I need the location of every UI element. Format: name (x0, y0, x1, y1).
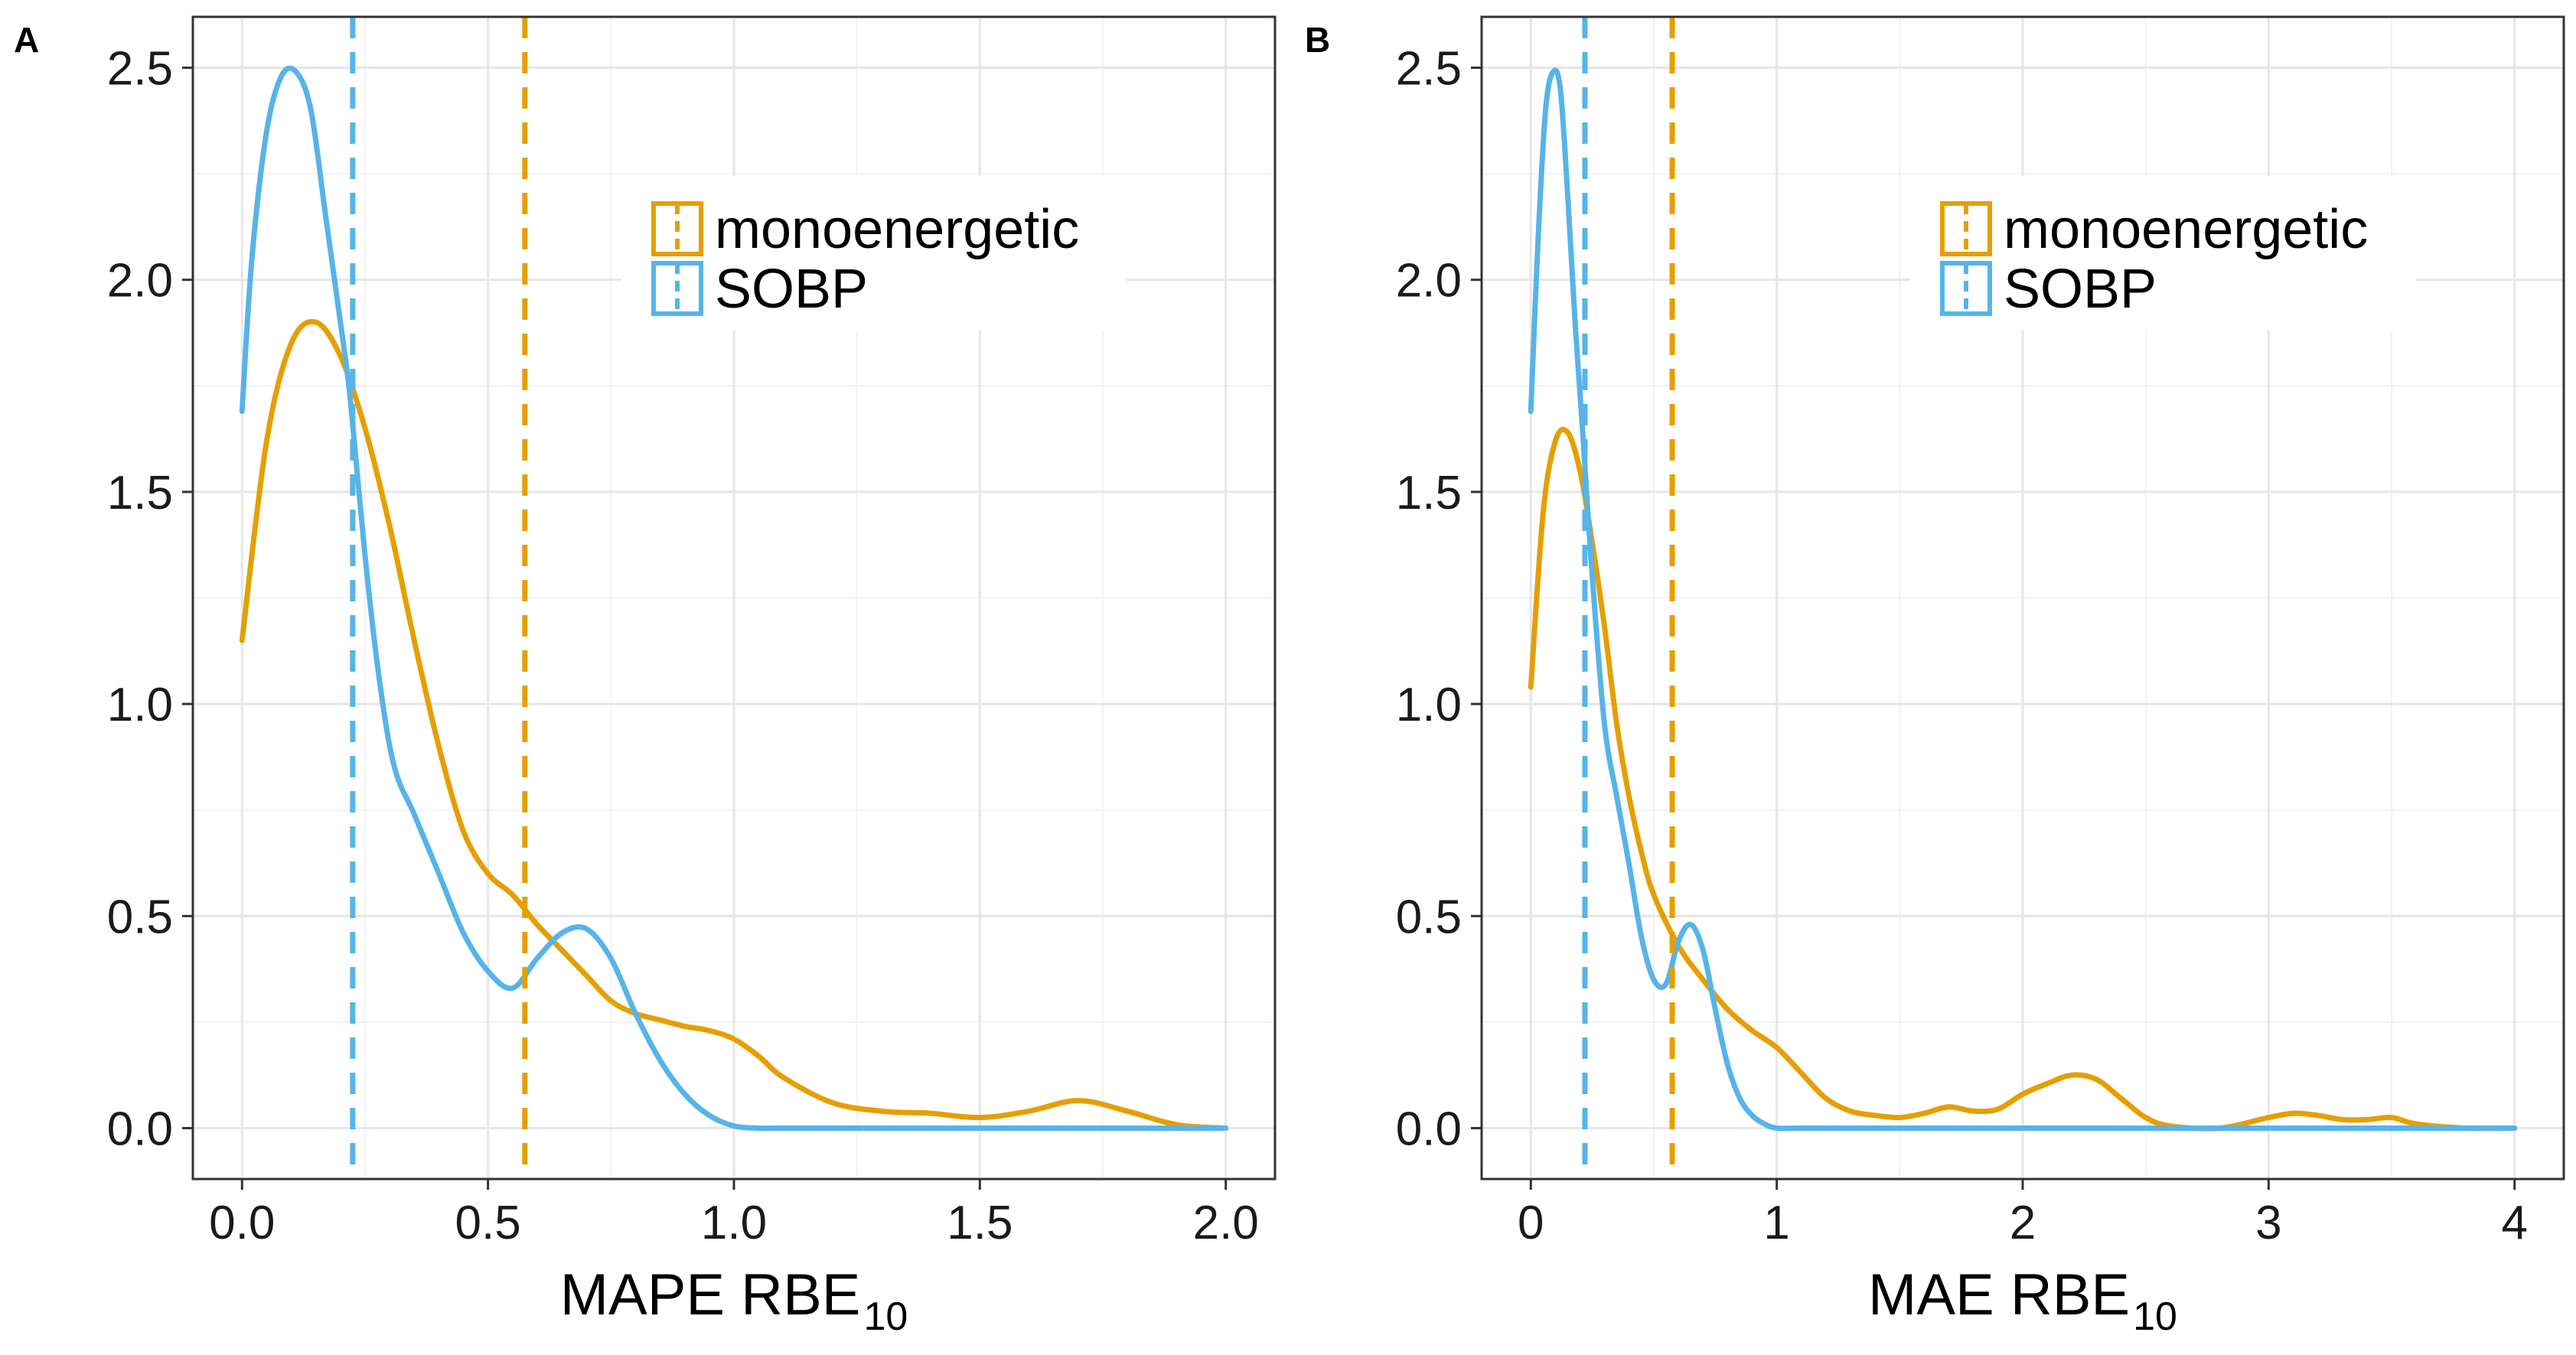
y-tick-label: 0.0 (107, 1103, 173, 1155)
y-tick-label: 0.5 (1396, 891, 1462, 943)
legend-label-monoenergetic: monoenergetic (2004, 199, 2368, 260)
legend-background (1910, 176, 2415, 331)
y-tick-label: 2.0 (107, 255, 173, 308)
legend-label-sobp: SOBP (715, 259, 868, 320)
x-tick-label: 1.0 (701, 1197, 767, 1249)
y-tick-label: 2.5 (107, 43, 173, 96)
y-tick-label: 1.5 (107, 467, 173, 520)
x-tick-label: 2.0 (1193, 1197, 1259, 1249)
x-tick-label: 0 (1518, 1197, 1544, 1249)
x-tick-label: 4 (2501, 1197, 2527, 1249)
legend-label-monoenergetic: monoenergetic (715, 199, 1079, 260)
x-tick-label: 1.5 (947, 1197, 1012, 1249)
legend-label-sobp: SOBP (2004, 259, 2157, 320)
x-tick-label: 0.0 (209, 1197, 275, 1249)
x-tick-label: 3 (2255, 1197, 2281, 1249)
x-tick-label: 2 (2010, 1197, 2036, 1249)
y-tick-label: 2.5 (1396, 43, 1462, 96)
y-tick-label: 1.0 (1396, 679, 1462, 731)
x-axis-title: MAPE RBE10 (560, 1262, 908, 1339)
x-tick-label: 1 (1763, 1197, 1789, 1249)
legend-key-monoenergetic (1940, 201, 1992, 256)
x-axis-title-subscript: 10 (2133, 1295, 2177, 1339)
density-line-monoenergetic (1528, 426, 2518, 1132)
y-tick-label: 1.0 (107, 679, 173, 731)
legend-background (621, 176, 1127, 331)
y-tick-label: 1.5 (1396, 467, 1462, 520)
y-tick-label: 0.5 (107, 891, 173, 943)
y-tick-label: 0.0 (1396, 1103, 1462, 1155)
legend-key-monoenergetic (651, 201, 703, 256)
panel-letter: A (14, 20, 39, 60)
panel-letter: B (1305, 20, 1330, 60)
density-line-sobp (1528, 67, 2518, 1132)
x-axis-title-subscript: 10 (863, 1295, 908, 1339)
x-axis-title-main: MAE RBE (1868, 1262, 2130, 1327)
y-tick-label: 2.0 (1396, 255, 1462, 308)
legend-key-sobp (1940, 261, 1992, 316)
x-axis-title-main: MAPE RBE (560, 1262, 861, 1327)
x-axis-title: MAE RBE10 (1868, 1262, 2177, 1339)
x-tick-label: 0.5 (455, 1197, 521, 1249)
density-line-sobp (239, 65, 1229, 1132)
legend-key-sobp (651, 261, 703, 316)
